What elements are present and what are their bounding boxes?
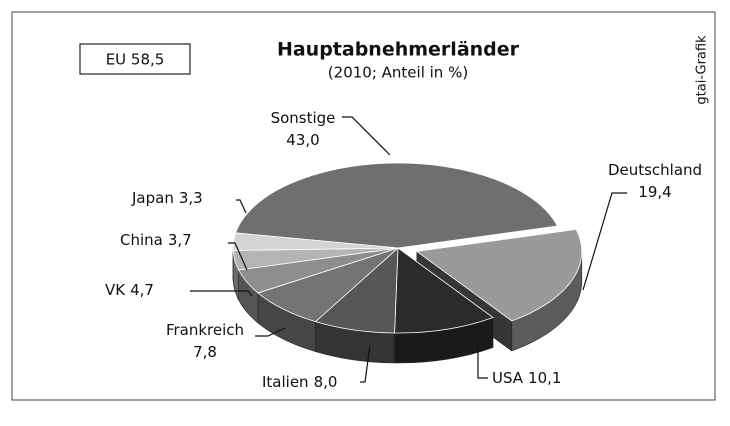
- slice-label: Sonstige 43,0: [271, 109, 336, 149]
- annotation-box: [79, 43, 191, 75]
- slice-label: Italien 8,0: [262, 373, 337, 391]
- value-label: 8,0: [314, 373, 338, 391]
- slice-label: China 3,7: [120, 231, 192, 249]
- category-label: Deutschland: [608, 161, 702, 179]
- source: gtai-Grafik: [695, 35, 710, 105]
- slice: [394, 247, 494, 334]
- slice: [232, 232, 399, 251]
- leader-line: [236, 199, 247, 214]
- slice: [235, 162, 558, 249]
- chart-title: Hauptabnehmerländer: [277, 39, 520, 61]
- value-label: 3,3: [179, 189, 203, 207]
- category-label: Japan: [131, 189, 174, 207]
- leader-line: [360, 344, 371, 383]
- category-label: Frankreich: [166, 321, 244, 339]
- leader-line: [228, 242, 248, 271]
- value-label: 3,7: [168, 231, 192, 249]
- slice-label: Frankreich 7,8: [166, 321, 244, 361]
- leader-line: [342, 116, 391, 156]
- leader-line: [477, 342, 488, 379]
- category-label: Sonstige: [271, 109, 336, 127]
- slice-label: Deutschland 19,4: [608, 161, 702, 201]
- category-label: Italien: [262, 373, 309, 391]
- leader-line: [582, 192, 627, 291]
- leader-line: [190, 290, 253, 297]
- value-label: 10,1: [528, 369, 561, 387]
- leader-line: [255, 327, 286, 337]
- category-label: USA: [492, 369, 524, 387]
- slice-label: Japan 3,3: [131, 189, 203, 207]
- annotation: EU 58,5: [106, 51, 165, 69]
- value-label: 19,4: [638, 183, 671, 201]
- chart-subtitle: (2010; Anteil in %): [328, 64, 468, 82]
- category-label: China: [120, 231, 163, 249]
- slice-label: USA 10,1: [492, 369, 561, 387]
- frame: [11, 11, 716, 401]
- value-label: 7,8: [193, 343, 217, 361]
- category-label: VK: [105, 281, 126, 299]
- slice: [415, 228, 583, 322]
- value-label: 4,7: [130, 281, 154, 299]
- value-label: 43,0: [286, 131, 319, 149]
- slice-label: VK 4,7: [105, 281, 154, 299]
